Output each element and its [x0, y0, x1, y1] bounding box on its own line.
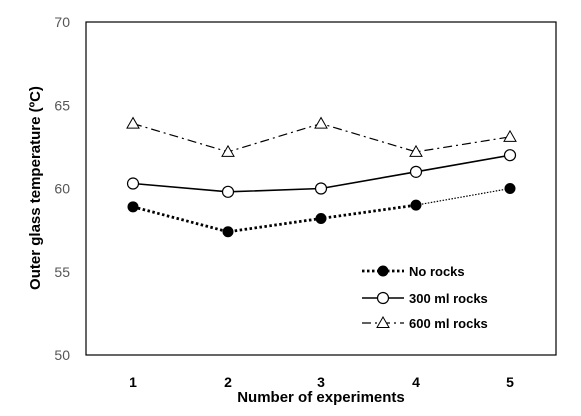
data-point: [126, 177, 140, 190]
data-point: [314, 116, 328, 129]
legend-item: No rocks: [362, 264, 465, 279]
x-axis-title: Number of experiments: [237, 389, 405, 406]
data-point: [127, 201, 139, 213]
legend-marker: [377, 265, 389, 277]
legend-item: 600 ml rocks: [362, 315, 488, 331]
series-line: [132, 203, 417, 234]
legend-marker: [376, 315, 390, 328]
data-point: [503, 129, 517, 142]
x-tick-label: 5: [506, 374, 514, 390]
data-point: [504, 183, 516, 194]
y-tick-label: 70: [54, 14, 70, 30]
y-tick-label: 60: [54, 181, 70, 197]
data-point: [409, 144, 423, 157]
y-tick-label: 55: [54, 264, 70, 280]
data-point: [222, 226, 234, 238]
legend-label: No rocks: [409, 264, 465, 279]
series-layer: [126, 116, 517, 238]
legend-label: 300 ml rocks: [409, 291, 488, 306]
data-point: [314, 182, 328, 195]
legend-item: 300 ml rocks: [362, 291, 488, 306]
x-tick-label: 4: [412, 374, 420, 390]
data-point: [410, 199, 422, 211]
data-point: [221, 144, 235, 157]
legend-marker: [376, 291, 390, 305]
x-tick-label: 2: [224, 374, 232, 390]
x-tick-label: 1: [129, 374, 137, 390]
data-point: [221, 185, 235, 198]
legend-label: 600 ml rocks: [409, 316, 488, 331]
x-axis-ticks: 1 2 3 4 5: [129, 374, 514, 390]
series-0: [127, 183, 516, 238]
data-point: [409, 165, 423, 178]
series-1: [126, 149, 517, 198]
y-tick-label: 65: [54, 97, 70, 113]
data-point: [315, 212, 327, 224]
data-point: [126, 116, 140, 129]
data-point: [503, 149, 517, 162]
legend: No rocks 300 ml rocks 600 ml rocks: [362, 264, 488, 331]
series-2: [126, 116, 517, 157]
x-tick-label: 3: [317, 374, 325, 390]
y-axis-ticks: 50 55 60 65 70: [54, 14, 70, 363]
y-tick-label: 50: [54, 347, 70, 363]
y-axis-title: Outer glass temperature (ºC): [27, 86, 44, 290]
series-line-tail: [415, 187, 511, 206]
